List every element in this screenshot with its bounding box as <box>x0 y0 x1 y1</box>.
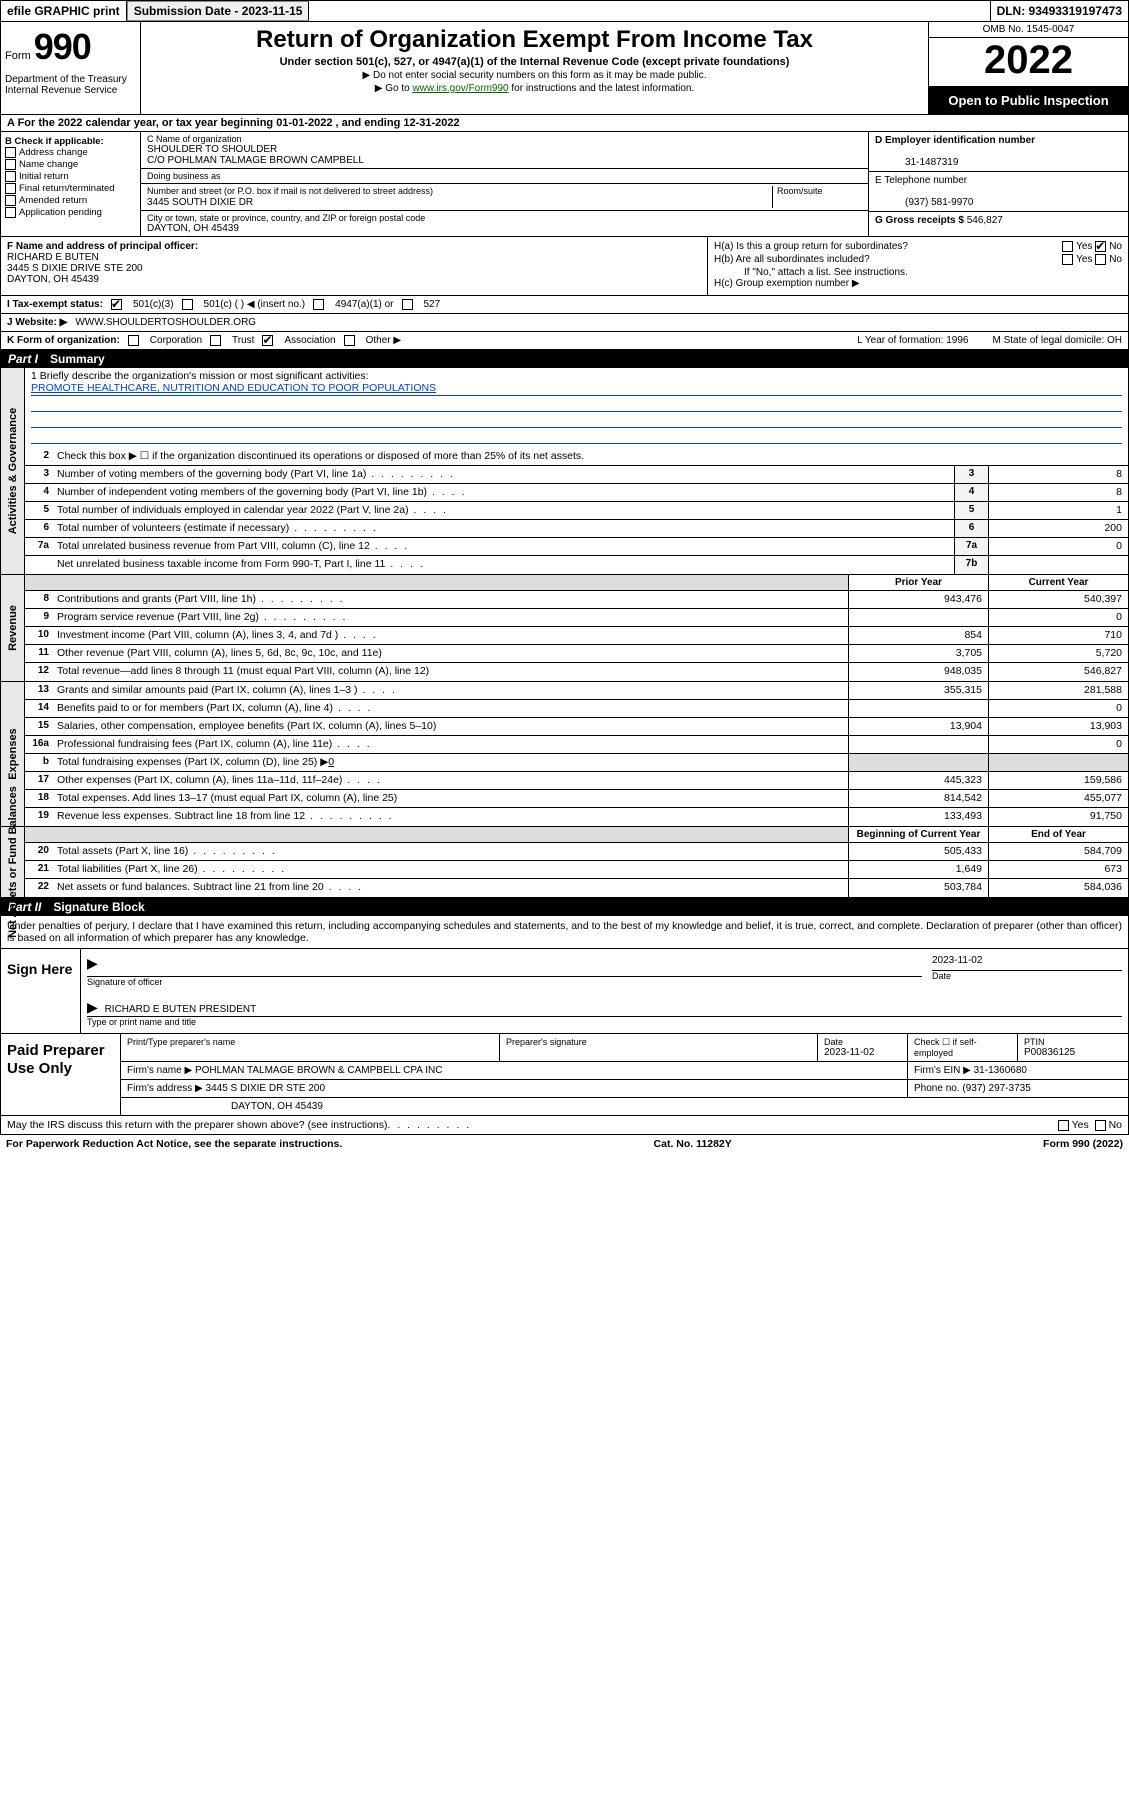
form-label: Form <box>5 50 31 62</box>
year-formation: L Year of formation: 1996 <box>857 335 968 346</box>
activities-governance: Activities & Governance 1 Briefly descri… <box>0 368 1129 575</box>
block-bcde: B Check if applicable: Address change Na… <box>0 132 1129 237</box>
cb-final-return[interactable]: Final return/terminated <box>5 183 136 194</box>
gross-receipts: 546,827 <box>967 215 1003 226</box>
firm-name: POHLMAN TALMAGE BROWN & CAMPBELL CPA INC <box>195 1065 442 1076</box>
cb-initial-return[interactable]: Initial return <box>5 171 136 182</box>
row-j-website: J Website: ▶ WWW.SHOULDERTOSHOULDER.ORG <box>0 314 1129 332</box>
net-assets-section: Net Assets or Fund Balances Beginning of… <box>0 827 1129 898</box>
row-i-tax-status: I Tax-exempt status: 501(c)(3) 501(c) ( … <box>0 296 1129 314</box>
form-header: Form 990 Department of the Treasury Inte… <box>0 22 1129 115</box>
mission-text: PROMOTE HEALTHCARE, NUTRITION AND EDUCAT… <box>31 382 1122 396</box>
cb-amended-return[interactable]: Amended return <box>5 195 136 206</box>
efile-label: efile GRAPHIC print <box>1 1 127 21</box>
expenses-section: Expenses 13Grants and similar amounts pa… <box>0 682 1129 827</box>
discuss-row: May the IRS discuss this return with the… <box>0 1116 1129 1135</box>
row-k-form-org: K Form of organization: Corporation Trus… <box>0 332 1129 350</box>
form-subtitle: Under section 501(c), 527, or 4947(a)(1)… <box>149 56 920 68</box>
cb-address-change[interactable]: Address change <box>5 147 136 158</box>
paid-preparer-block: Paid Preparer Use Only Print/Type prepar… <box>0 1034 1129 1116</box>
dln: DLN: 93493319197473 <box>991 1 1128 21</box>
officer-name: RICHARD E BUTEN <box>7 252 99 263</box>
arrow-icon: ▶ <box>87 955 98 971</box>
col-de: D Employer identification number31-14873… <box>868 132 1128 236</box>
arrow-icon: ▶ <box>87 999 98 1015</box>
block-fh: F Name and address of principal officer:… <box>0 237 1129 296</box>
form-title: Return of Organization Exempt From Incom… <box>149 26 920 54</box>
col-c-org: C Name of organization SHOULDER TO SHOUL… <box>141 132 868 236</box>
submission-date: Submission Date - 2023-11-15 <box>127 1 310 21</box>
irs-link[interactable]: www.irs.gov/Form990 <box>412 83 508 94</box>
top-bar: efile GRAPHIC print Submission Date - 20… <box>0 0 1129 22</box>
state-domicile: M State of legal domicile: OH <box>993 335 1123 346</box>
signature-intro: Under penalties of perjury, I declare th… <box>0 916 1129 949</box>
org-city: DAYTON, OH 45439 <box>147 223 862 234</box>
part-i-header: Part ISummary <box>0 350 1129 368</box>
cb-application-pending[interactable]: Application pending <box>5 207 136 218</box>
omb-number: OMB No. 1545-0047 <box>929 22 1128 38</box>
cb-name-change[interactable]: Name change <box>5 159 136 170</box>
website: WWW.SHOULDERTOSHOULDER.ORG <box>75 317 256 328</box>
phone: (937) 581-9970 <box>875 197 973 208</box>
officer-name-title: RICHARD E BUTEN PRESIDENT <box>105 1004 257 1015</box>
l3-val: 8 <box>988 466 1128 483</box>
sign-here-block: Sign Here ▶ Signature of officer 2023-11… <box>0 949 1129 1034</box>
revenue-section: Revenue Prior YearCurrent Year 8Contribu… <box>0 575 1129 682</box>
section-a-tax-year: A For the 2022 calendar year, or tax yea… <box>0 115 1129 132</box>
spacer <box>309 1 990 21</box>
dept-treasury: Department of the Treasury Internal Reve… <box>5 68 136 96</box>
note-ssn: ▶ Do not enter social security numbers o… <box>149 70 920 81</box>
ein: 31-1487319 <box>875 157 958 168</box>
open-to-public: Open to Public Inspection <box>929 87 1128 114</box>
org-name-co: C/O POHLMAN TALMAGE BROWN CAMPBELL <box>147 155 862 166</box>
paperwork-footer: For Paperwork Reduction Act Notice, see … <box>0 1135 1129 1153</box>
tax-year: 2022 <box>929 38 1128 87</box>
note-link: ▶ Go to www.irs.gov/Form990 for instruct… <box>149 83 920 94</box>
sign-date: 2023-11-02 <box>932 955 982 966</box>
org-street: 3445 SOUTH DIXIE DR <box>147 197 253 208</box>
org-name: SHOULDER TO SHOULDER <box>147 144 862 155</box>
form-number: 990 <box>34 26 91 67</box>
part-ii-header: Part IISignature Block <box>0 898 1129 916</box>
col-b-checkboxes: B Check if applicable: Address change Na… <box>1 132 141 236</box>
